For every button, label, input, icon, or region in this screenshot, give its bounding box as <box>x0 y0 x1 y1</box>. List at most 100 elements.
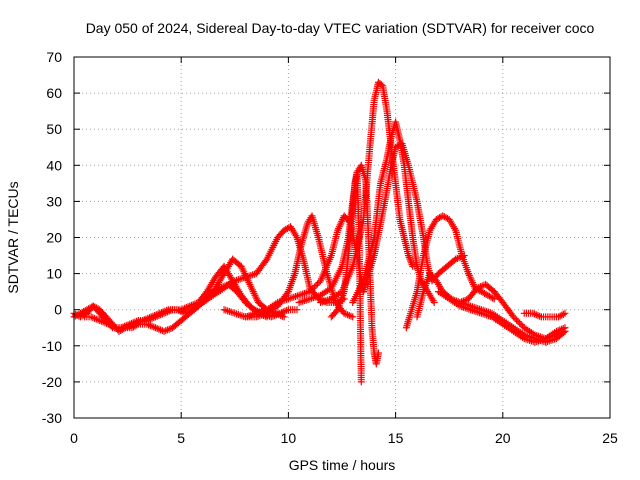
data-point <box>306 295 314 303</box>
data-point <box>453 254 461 262</box>
data-point <box>181 304 189 312</box>
data-point <box>552 327 560 335</box>
data-point <box>150 323 158 331</box>
grid-lines <box>73 56 611 419</box>
data-point <box>283 289 291 297</box>
data-point <box>288 294 296 302</box>
data-point <box>299 297 307 305</box>
data-point <box>534 311 542 319</box>
tick-labels: 0 5 10 15 20 25 -30 -20 -10 0 10 20 30 40 50 60 70 <box>42 49 618 446</box>
data-point <box>278 309 286 317</box>
data-point <box>183 309 191 317</box>
data-point <box>532 311 540 319</box>
data-point <box>146 322 154 330</box>
x-tick-label: 15 <box>388 430 404 446</box>
data-point <box>560 329 568 337</box>
data-point <box>293 306 301 314</box>
data-point <box>163 326 171 334</box>
y-tick-label: 70 <box>46 49 62 65</box>
data-point <box>157 326 165 334</box>
data-point <box>163 306 171 314</box>
data-point <box>247 311 255 319</box>
data-point <box>127 322 135 330</box>
data-point <box>157 309 165 317</box>
data-point <box>554 327 562 335</box>
data-point <box>99 318 107 326</box>
data-point <box>299 290 307 298</box>
data-point <box>144 314 152 322</box>
data-point <box>87 313 95 321</box>
data-point <box>125 322 133 330</box>
data-point <box>229 309 237 317</box>
data-point <box>489 294 497 302</box>
data-point <box>561 327 569 335</box>
data-point <box>140 316 148 324</box>
data-point <box>490 295 498 303</box>
data-point <box>153 324 161 332</box>
data-point <box>182 304 190 312</box>
data-point <box>224 307 232 315</box>
x-tick-label: 25 <box>602 430 618 446</box>
data-point <box>148 322 156 330</box>
data-point <box>556 326 564 334</box>
data-point <box>173 306 181 314</box>
data-point <box>89 314 97 322</box>
data-point <box>227 308 235 316</box>
series-track-p <box>520 309 569 321</box>
data-point <box>128 321 136 329</box>
y-tick-label: -10 <box>42 338 62 354</box>
data-point <box>106 321 114 329</box>
data-point <box>108 322 116 330</box>
data-point <box>374 349 382 357</box>
data-point <box>561 309 569 317</box>
series-track-m <box>413 270 569 343</box>
data-point <box>274 310 282 318</box>
y-tick-label: 60 <box>46 85 62 101</box>
data-point <box>165 325 173 333</box>
data-point <box>139 317 147 325</box>
data-point <box>293 292 301 300</box>
y-axis-label: SDTVAR / TECUs <box>5 181 21 293</box>
data-point <box>349 313 357 321</box>
data-point <box>155 325 163 333</box>
data-point <box>477 283 485 291</box>
data-point <box>295 298 303 306</box>
data-point <box>452 255 460 263</box>
data-point <box>234 311 242 319</box>
x-tick-label: 0 <box>70 430 78 446</box>
series-track-o <box>456 298 569 346</box>
data-point <box>175 306 183 314</box>
data-point <box>300 289 308 297</box>
data-point <box>430 298 438 306</box>
data-point <box>111 323 119 331</box>
data-point <box>290 293 298 301</box>
y-tick-label: 40 <box>46 157 62 173</box>
x-axis-label: GPS time / hours <box>289 457 396 473</box>
chart-title: Day 050 of 2024, Sidereal Day-to-day VTE… <box>86 20 595 36</box>
data-point <box>149 312 157 320</box>
data-point <box>304 295 312 303</box>
data-point <box>220 306 228 314</box>
data-point <box>276 309 284 317</box>
data-points <box>70 78 569 386</box>
y-tick-label: 10 <box>46 266 62 282</box>
data-point <box>517 321 525 329</box>
data-point <box>262 257 270 265</box>
data-point <box>91 314 99 322</box>
data-point <box>184 303 192 311</box>
data-point <box>306 288 314 296</box>
data-point <box>302 296 310 304</box>
data-point <box>516 319 524 327</box>
data-point <box>272 311 280 319</box>
data-point <box>222 306 230 314</box>
data-point <box>231 309 239 317</box>
x-tick-label: 20 <box>495 430 511 446</box>
data-point <box>300 297 308 305</box>
data-point <box>236 275 244 283</box>
data-point <box>135 318 143 326</box>
data-point <box>442 214 450 222</box>
data-point <box>292 292 300 300</box>
data-point <box>344 311 352 319</box>
data-point <box>143 320 151 328</box>
